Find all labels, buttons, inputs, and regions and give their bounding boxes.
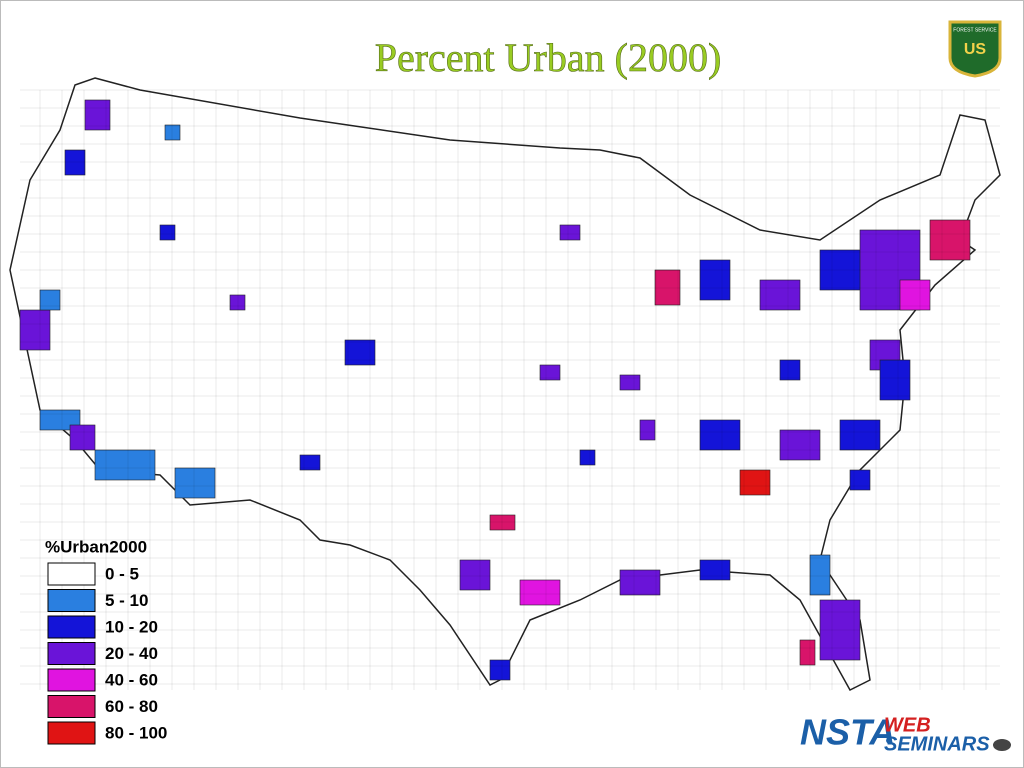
- urban-area: [654, 269, 681, 306]
- urban-area: [779, 359, 801, 381]
- urban-area: [639, 419, 656, 441]
- legend-label: 60 - 80: [105, 697, 158, 716]
- legend-label: 20 - 40: [105, 644, 158, 663]
- urban-area: [84, 99, 111, 131]
- urban-area: [839, 419, 881, 451]
- legend-title: %Urban2000: [45, 537, 147, 556]
- urban-area: [519, 579, 561, 606]
- urban-area: [619, 374, 641, 391]
- urban-area: [164, 124, 181, 141]
- forest-service-badge: FOREST SERVICE US: [948, 20, 1002, 78]
- legend-swatch: [47, 695, 96, 718]
- urban-area: [39, 289, 61, 311]
- badge-letters: US: [964, 41, 987, 58]
- urban-area: [159, 224, 176, 241]
- us-map: [9, 77, 1001, 691]
- urban-area: [619, 569, 661, 596]
- urban-area: [819, 599, 861, 661]
- urban-area: [489, 514, 516, 531]
- legend-swatch: [47, 562, 96, 586]
- legend-label: 10 - 20: [105, 617, 158, 636]
- urban-area: [459, 559, 491, 591]
- legend-label: 40 - 60: [105, 670, 158, 689]
- logo-seminars: SEMINARS: [884, 733, 990, 755]
- legend-label: 0 - 5: [105, 564, 139, 583]
- urban-area: [94, 449, 156, 481]
- legend-swatch: [47, 721, 96, 745]
- urban-area: [699, 419, 741, 451]
- legend-label: 5 - 10: [105, 591, 148, 610]
- urban-area: [759, 279, 801, 311]
- urban-area: [19, 309, 51, 351]
- urban-area: [929, 219, 971, 261]
- urban-area: [229, 294, 246, 311]
- urban-area: [739, 469, 771, 496]
- urban-area: [489, 659, 511, 681]
- urban-area: [849, 469, 871, 491]
- urban-area: [879, 359, 911, 401]
- badge-top-text: FOREST SERVICE: [953, 27, 997, 33]
- urban-area: [69, 424, 96, 451]
- urban-area: [579, 449, 596, 466]
- urban-area: [539, 364, 561, 381]
- legend-swatch: [47, 589, 96, 612]
- logo-mouse: [993, 739, 1011, 751]
- urban-area: [64, 149, 86, 176]
- urban-area: [344, 339, 376, 366]
- urban-area: [699, 559, 731, 581]
- urban-area: [299, 454, 321, 471]
- legend-label: 80 - 100: [105, 723, 167, 742]
- urban-area: [174, 467, 216, 499]
- legend: 0 - 5 5 - 10 10 - 20 20 - 40 40 - 60 60 - 80 8…: [47, 562, 167, 745]
- urban-area: [899, 279, 931, 311]
- urban-area: [559, 224, 581, 241]
- urban-area: [779, 429, 821, 461]
- legend-swatch: [47, 668, 96, 692]
- badge-shield: [948, 20, 1002, 78]
- nsta-logo: NSTA WEB SEMINARS: [800, 712, 1011, 755]
- legend-swatch: [47, 642, 96, 665]
- urban-area: [799, 639, 816, 666]
- logo-web: WEB: [884, 714, 931, 736]
- urban-area: [699, 259, 731, 301]
- logo-brand: NSTA: [800, 712, 895, 753]
- slide-title: Percent Urban (2000): [375, 35, 722, 80]
- legend-swatch: [47, 615, 96, 639]
- urban-area: [809, 554, 831, 596]
